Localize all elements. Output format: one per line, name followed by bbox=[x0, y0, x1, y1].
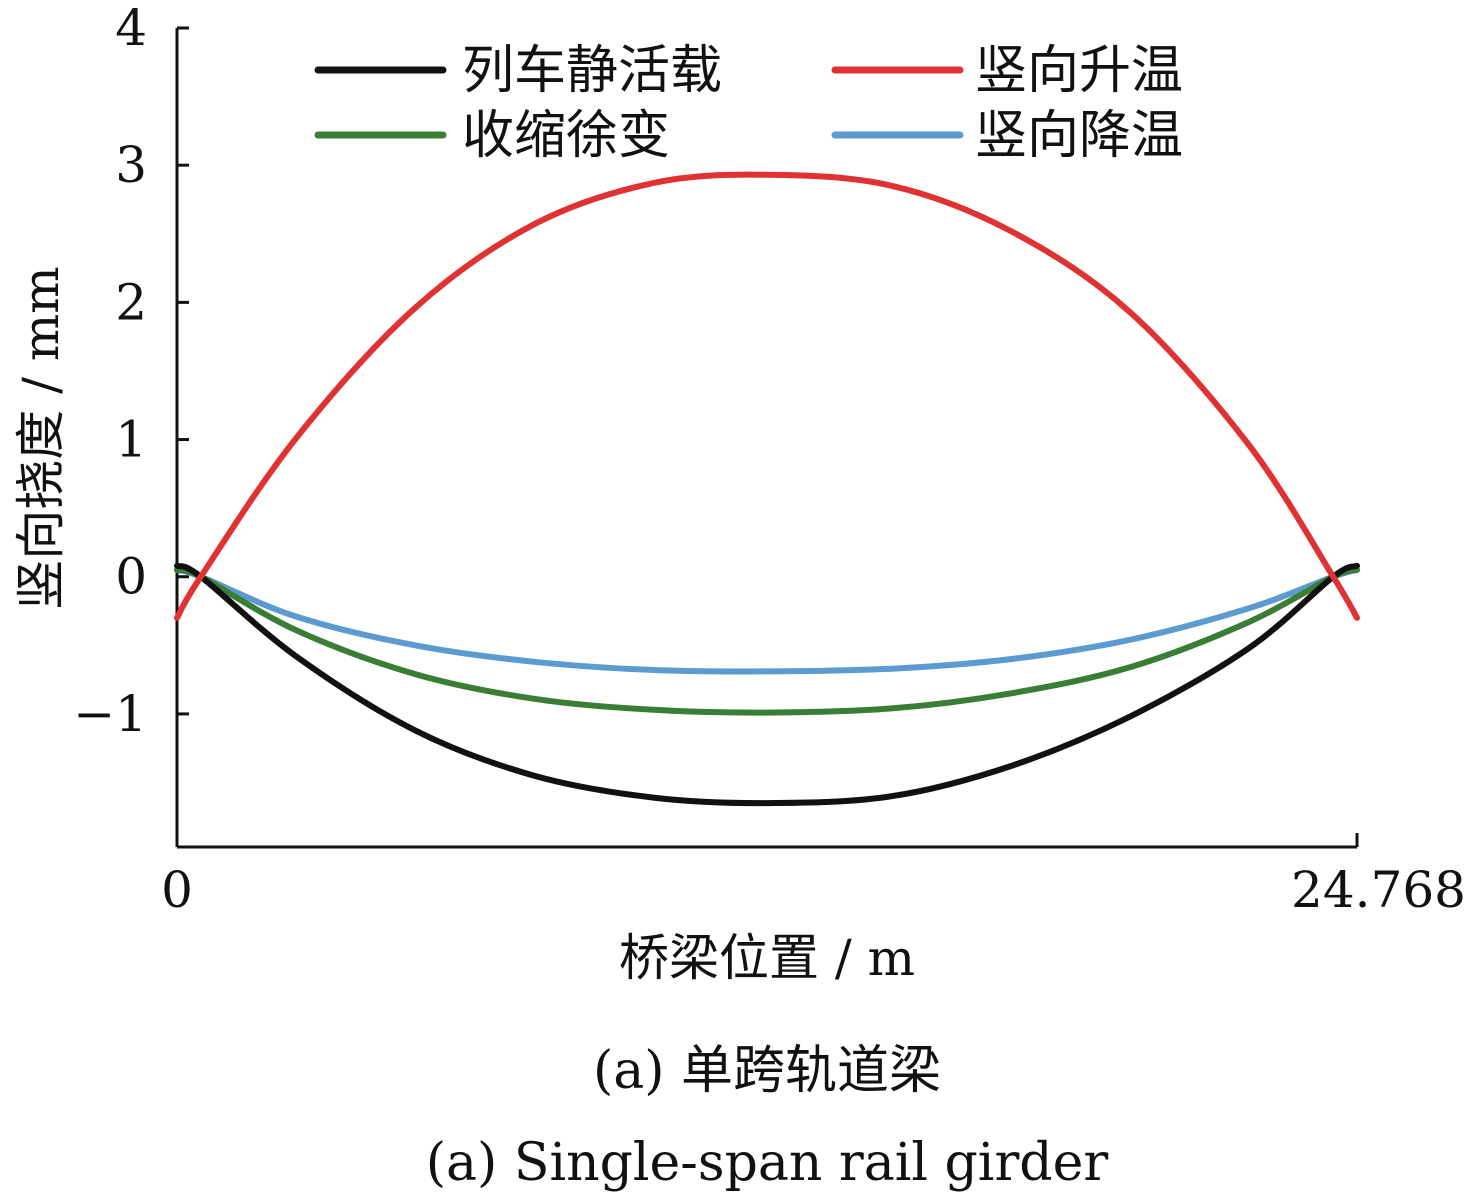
legend-label: 列车静活载 bbox=[462, 41, 722, 101]
legend-label: 收缩徐变 bbox=[462, 106, 670, 166]
x-axis-title: 桥梁位置 / m bbox=[619, 929, 915, 987]
y-tick-label: 3 bbox=[115, 136, 147, 194]
series-line-1 bbox=[174, 562, 1360, 807]
x-ticks: 0 24.768 bbox=[161, 833, 1466, 919]
y-ticks: 4 3 2 1 0 −1 bbox=[73, 0, 189, 743]
series-line-4 bbox=[174, 566, 1360, 675]
y-tick-label: 1 bbox=[115, 411, 147, 469]
series-line-2 bbox=[174, 171, 1360, 621]
y-tick-label: 2 bbox=[115, 273, 147, 331]
series-layer bbox=[174, 171, 1360, 807]
series-line-3 bbox=[174, 566, 1360, 716]
legend-label: 竖向降温 bbox=[975, 106, 1183, 166]
y-axis-title: 竖向挠度 / mm bbox=[12, 266, 70, 609]
caption-en: (a) Single-span rail girder bbox=[426, 1133, 1109, 1193]
x-tick-label: 0 bbox=[161, 861, 193, 919]
y-tick-label: 0 bbox=[115, 548, 147, 606]
y-tick-label: 4 bbox=[115, 0, 147, 57]
caption-cn: (a) 单跨轨道梁 bbox=[593, 1041, 941, 1101]
y-tick-label: −1 bbox=[73, 685, 147, 743]
legend-label: 竖向升温 bbox=[975, 41, 1183, 101]
x-tick-label: 24.768 bbox=[1291, 861, 1466, 919]
